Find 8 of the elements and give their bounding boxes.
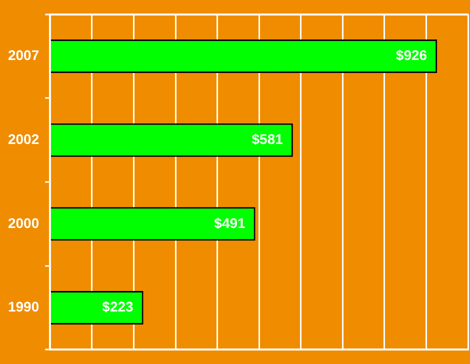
- y-tick-label: 2007: [8, 47, 40, 64]
- y-tick-label: 1990: [8, 298, 40, 315]
- data-label: $491: [214, 214, 246, 231]
- y-tick-label: 2002: [8, 130, 40, 147]
- y-tick-label: 2000: [8, 214, 40, 231]
- data-label: $926: [396, 47, 428, 64]
- data-label: $223: [102, 298, 134, 315]
- data-label: $581: [252, 130, 284, 147]
